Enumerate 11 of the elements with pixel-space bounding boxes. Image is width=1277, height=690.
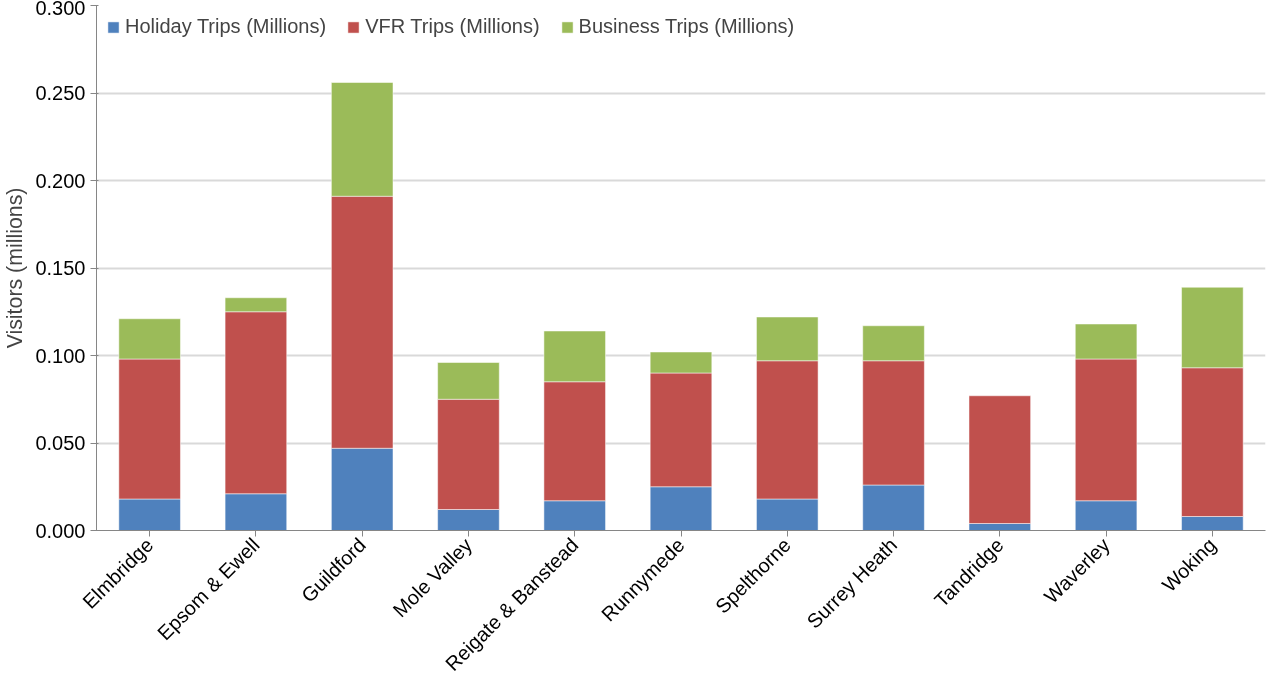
legend-label: Holiday Trips (Millions)	[125, 15, 327, 38]
legend-label: Business Trips (Millions)	[578, 15, 795, 38]
y-axis-title: Visitors (millions)	[3, 187, 28, 349]
y-tick-label: 0.150	[35, 257, 86, 279]
y-tick-label: 0.300	[35, 0, 86, 19]
y-tick-label: 0.000	[35, 519, 86, 542]
y-tick-label: 0.200	[35, 169, 86, 192]
y-tick-label: 0.050	[35, 432, 86, 454]
legend-label: VFR Trips (Millions)	[365, 15, 540, 38]
y-tick-label: 0.100	[35, 344, 86, 367]
y-tick-label: 0.250	[35, 82, 86, 104]
